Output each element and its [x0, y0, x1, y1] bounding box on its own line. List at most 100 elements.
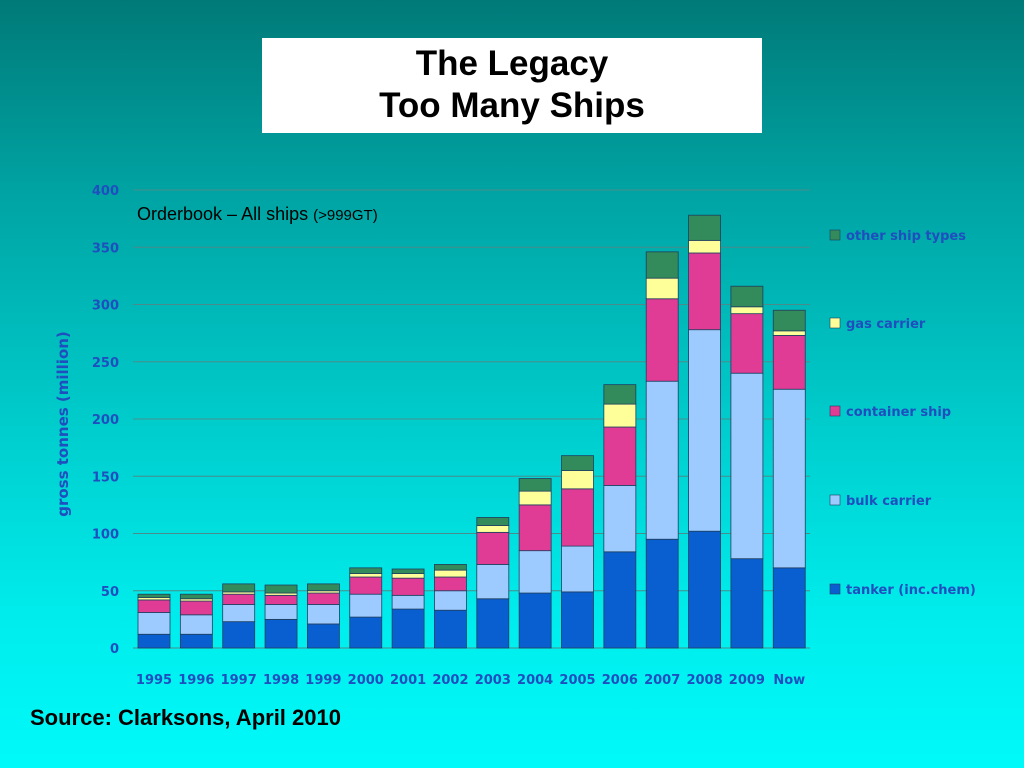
bar-segment: [349, 567, 383, 574]
bar-segment: [603, 403, 637, 428]
bar-segment: [264, 594, 298, 605]
y-tick-label: 350: [92, 241, 119, 256]
y-tick-label: 150: [92, 470, 119, 485]
bar-segment: [222, 583, 256, 593]
bar-segment: [179, 614, 213, 635]
legend-label: gas carrier: [846, 317, 926, 332]
bar-segment: [349, 593, 383, 618]
x-tick-label: 2001: [390, 673, 426, 688]
bar-segment: [391, 577, 425, 596]
bar-segment: [645, 298, 679, 382]
bar-segment: [561, 488, 594, 547]
x-tick-label: 1997: [221, 673, 257, 688]
bar-segment: [306, 604, 340, 625]
bar-segment: [518, 592, 552, 649]
bar-segment: [179, 593, 213, 600]
legend-label: other ship types: [846, 229, 966, 244]
x-tick-label: 1996: [178, 673, 214, 688]
bar-segment: [349, 616, 383, 649]
bar-segment: [772, 567, 806, 649]
x-tick-label: 2004: [517, 673, 553, 688]
y-axis-label: gross tonnes (million): [54, 331, 72, 517]
bar-segment: [645, 251, 679, 279]
bar-segment: [222, 604, 256, 623]
bar-segment: [306, 623, 340, 649]
bar-segment: [561, 455, 594, 471]
bar-segment: [603, 384, 637, 405]
bar-segment: [391, 608, 425, 649]
x-tick-label: 2003: [475, 673, 511, 688]
bar-segment: [688, 530, 721, 649]
x-tick-label: 2000: [348, 673, 384, 688]
bar-segment: [264, 604, 298, 620]
x-tick-label: 2006: [602, 673, 638, 688]
bar-segment: [772, 309, 806, 332]
bar-segment: [476, 525, 510, 533]
x-tick-label: 1995: [136, 673, 172, 688]
bar-segment: [772, 388, 806, 569]
x-tick-label: 2009: [729, 673, 765, 688]
bar-segment: [561, 545, 594, 593]
bar-segment: [179, 633, 213, 649]
bar-segment: [137, 599, 171, 613]
bar-segment: [603, 551, 637, 649]
bar-segment: [518, 478, 552, 492]
bar-segment: [222, 621, 256, 649]
bar-segment: [349, 573, 383, 578]
chart-title-suffix: (>999GT): [313, 207, 378, 224]
x-tick-label: 2008: [686, 673, 722, 688]
bar-segment: [391, 573, 425, 579]
bar-segment: [603, 485, 637, 553]
bar-segment: [645, 538, 679, 649]
bar-segment: [476, 517, 510, 526]
x-tick-label: 1999: [305, 673, 341, 688]
bar-segment: [434, 569, 467, 578]
bar-segment: [306, 583, 340, 592]
bar-segment: [137, 612, 171, 635]
bar-segment: [645, 380, 679, 540]
chart-title-main: Orderbook – All ships: [137, 204, 313, 224]
y-tick-label: 50: [101, 585, 119, 600]
bar-segment: [730, 285, 764, 308]
bar-segment: [603, 426, 637, 486]
bar-segment: [518, 490, 552, 506]
bar-segment: [730, 558, 764, 649]
bar-segment: [730, 372, 764, 560]
bar-segment: [349, 576, 383, 595]
legend-swatch: [829, 583, 841, 595]
legend-swatch: [829, 317, 841, 329]
title-line-2: Too Many Ships: [379, 86, 645, 125]
bar-segment: [688, 239, 721, 254]
legend-swatch: [829, 494, 841, 506]
bar-segment: [264, 584, 298, 594]
bar-segment: [434, 609, 467, 649]
bar-segment: [137, 593, 171, 599]
bar-segment: [688, 252, 721, 331]
y-tick-label: 0: [110, 642, 119, 657]
bar-segment: [730, 306, 764, 315]
bar-segment: [264, 618, 298, 649]
legend-label: bulk carrier: [846, 494, 932, 509]
source-note: Source: Clarksons, April 2010: [30, 705, 341, 730]
bar-segment: [645, 277, 679, 300]
bar-segment: [434, 590, 467, 611]
x-tick-label: 1998: [263, 673, 299, 688]
bar-segment: [476, 598, 510, 649]
legend-swatch: [829, 229, 841, 241]
bar-segment: [476, 531, 510, 565]
stacked-bar-chart: 0 50 100 150 200 250 300 350 400 gross tonnes (mi…: [54, 184, 976, 688]
bar-segment: [434, 564, 467, 571]
y-tick-label: 250: [92, 356, 119, 371]
legend-swatch: [829, 405, 841, 417]
bar-segment: [772, 330, 806, 336]
legend-label: tanker (inc.chem): [846, 583, 976, 598]
y-tick-label: 300: [92, 299, 119, 314]
bar-segment: [688, 214, 721, 241]
x-tick-label: Now: [773, 673, 805, 688]
bar-segment: [561, 470, 594, 490]
bar-segment: [391, 568, 425, 574]
bar-segment: [476, 564, 510, 600]
y-tick-label: 400: [92, 184, 119, 199]
legend-label: container ship: [846, 405, 951, 420]
bar-segment: [391, 594, 425, 610]
